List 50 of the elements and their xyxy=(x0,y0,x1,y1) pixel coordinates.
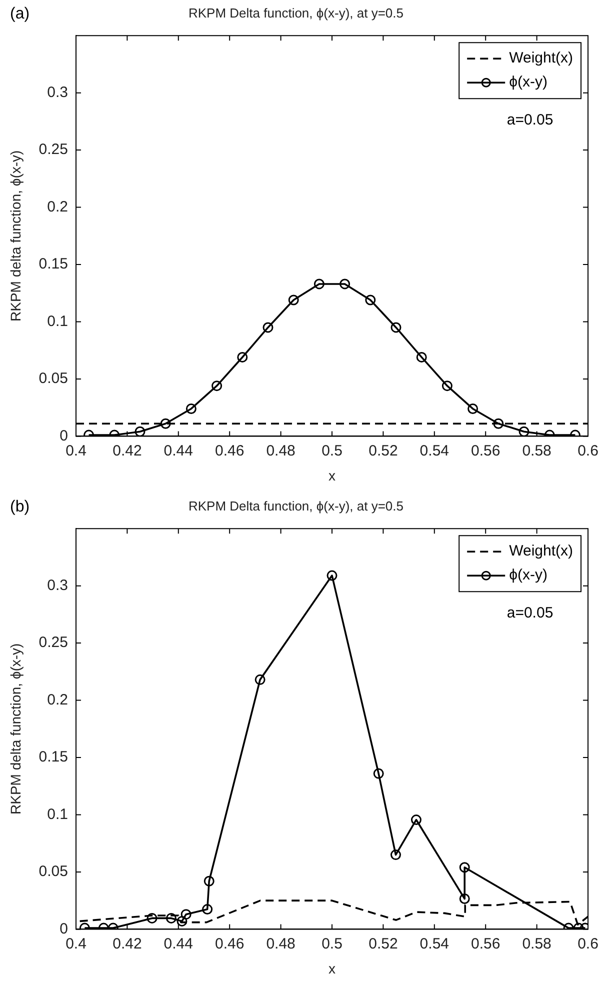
y-tick-label: 0.15 xyxy=(38,256,68,273)
y-axis-title: RKPM delta function, ϕ(x-y) xyxy=(7,643,24,815)
legend-label: Weight(x) xyxy=(509,542,574,560)
x-tick-label: 0.4 xyxy=(66,442,86,460)
x-tick-label: 0.42 xyxy=(112,935,142,952)
y-tick-label: 0.2 xyxy=(47,691,68,708)
y-tick-label: 0.3 xyxy=(47,84,68,101)
y-tick-label: 0.1 xyxy=(47,806,68,823)
legend-label: Weight(x) xyxy=(509,50,574,67)
x-axis-title: x xyxy=(328,467,336,484)
x-tick-label: 0.56 xyxy=(470,935,500,952)
y-tick-label: 0.15 xyxy=(38,748,68,766)
y-tick-label: 0.3 xyxy=(47,576,68,594)
x-tick-label: 0.4 xyxy=(66,935,86,952)
y-tick-label: 0.25 xyxy=(38,634,68,652)
x-tick-label: 0.56 xyxy=(470,442,500,460)
x-tick-label: 0.58 xyxy=(522,442,552,460)
y-tick-label: 0.05 xyxy=(38,370,68,388)
y-tick-label: 0.1 xyxy=(47,312,68,330)
x-tick-label: 0.48 xyxy=(266,442,296,460)
legend-label: ϕ(x-y) xyxy=(509,74,548,91)
x-tick-label: 0.44 xyxy=(164,935,193,952)
annotation: a=0.05 xyxy=(506,604,554,622)
annotation: a=0.05 xyxy=(506,112,554,129)
y-tick-label: 0.05 xyxy=(38,863,68,880)
x-tick-label: 0.6 xyxy=(578,935,598,952)
text: (b) xyxy=(10,498,30,516)
x-tick-label: 0.46 xyxy=(214,442,244,460)
y-axis-title: RKPM delta function, ϕ(x-y) xyxy=(7,150,24,322)
chart-title: RKPM Delta function, ϕ(x-y), at y=0.5 xyxy=(188,498,404,514)
x-tick-label: 0.6 xyxy=(578,442,598,460)
x-tick-label: 0.46 xyxy=(214,935,244,952)
chart-title: RKPM Delta function, ϕ(x-y), at y=0.5 xyxy=(188,5,404,20)
x-tick-label: 0.42 xyxy=(112,442,142,460)
legend-label: ϕ(x-y) xyxy=(509,566,548,584)
y-tick-label: 0.25 xyxy=(38,141,68,158)
y-tick-label: 0 xyxy=(60,427,68,444)
x-tick-label: 0.54 xyxy=(420,935,449,952)
x-tick-label: 0.52 xyxy=(368,935,398,952)
x-tick-label: 0.58 xyxy=(522,935,552,952)
x-tick-label: 0.5 xyxy=(322,935,342,952)
x-axis-title: x xyxy=(328,960,336,976)
x-tick-label: 0.44 xyxy=(164,442,193,460)
y-tick-label: 0.2 xyxy=(47,198,68,216)
x-tick-label: 0.5 xyxy=(322,442,342,460)
x-tick-label: 0.48 xyxy=(266,935,296,952)
x-tick-label: 0.54 xyxy=(420,442,449,460)
y-tick-label: 0 xyxy=(60,920,68,938)
text: (a) xyxy=(10,5,30,22)
x-tick-label: 0.52 xyxy=(368,442,398,460)
